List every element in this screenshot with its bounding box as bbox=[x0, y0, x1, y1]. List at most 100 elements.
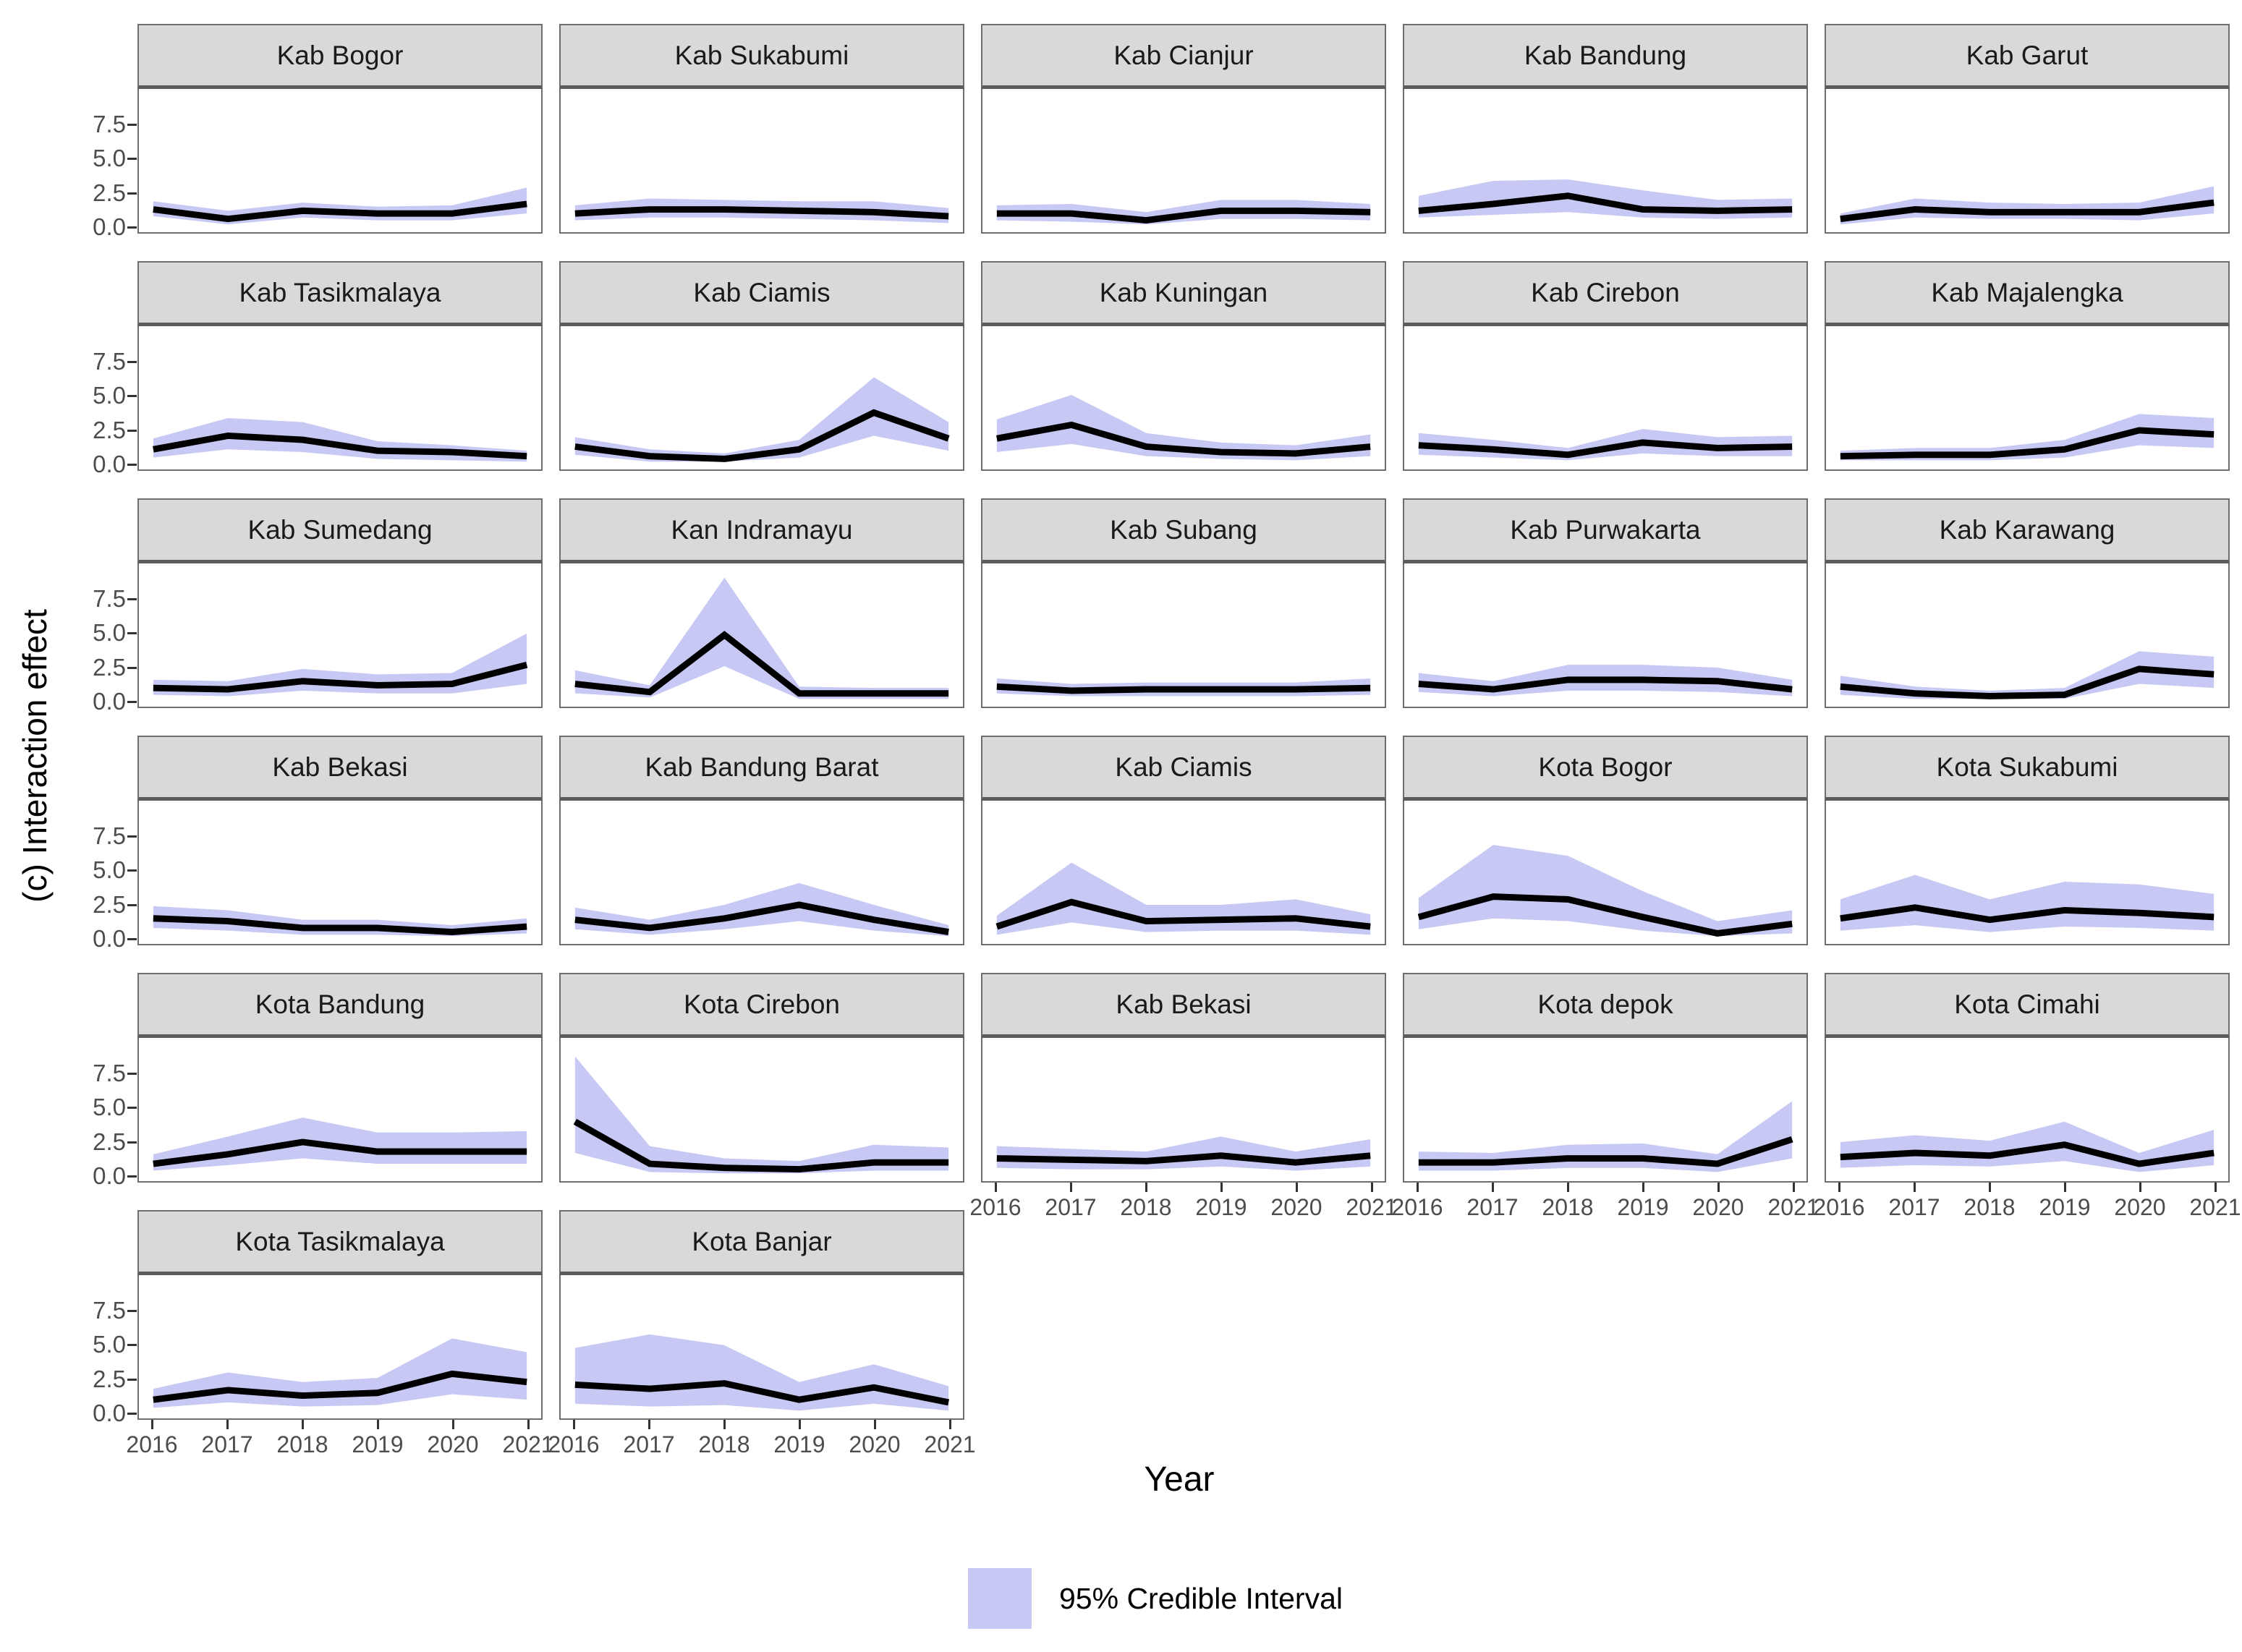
facet-plot bbox=[1403, 89, 1808, 234]
x-tick-mark bbox=[723, 1420, 726, 1429]
facet-title: Kab Cianjur bbox=[1113, 40, 1254, 70]
facet-strip: Kan Indramayu bbox=[559, 498, 964, 563]
y-tick-mark bbox=[127, 360, 137, 363]
median-line bbox=[996, 421, 1371, 457]
y-tick-mark bbox=[127, 123, 137, 126]
median-line bbox=[153, 1370, 527, 1403]
facet-title: Kab Tasikmalaya bbox=[239, 277, 441, 307]
facet-title: Kota Cimahi bbox=[1954, 989, 2100, 1019]
x-tick-mark bbox=[1296, 1183, 1298, 1192]
facet-strip: Kab Ciamis bbox=[559, 261, 964, 326]
facet-plot bbox=[1403, 326, 1808, 471]
facet: Kab Garut bbox=[1825, 24, 2230, 234]
y-tick-mark bbox=[127, 1175, 137, 1178]
x-tick-mark bbox=[151, 1420, 153, 1429]
ci-ribbon bbox=[1840, 414, 2215, 461]
facet-strip: Kab Bekasi bbox=[981, 973, 1386, 1038]
facet-plot bbox=[559, 801, 964, 945]
x-tick-mark bbox=[1793, 1183, 1795, 1192]
median-line bbox=[1417, 893, 1793, 937]
y-tick-label: 0.0 bbox=[93, 451, 126, 477]
y-tick-mark bbox=[127, 1413, 137, 1415]
facet-strip: Kab Bandung bbox=[1403, 24, 1808, 89]
x-tick-label: 2019 bbox=[1195, 1194, 1247, 1220]
ci-ribbon bbox=[574, 377, 949, 462]
facet-title: Kab Subang bbox=[1110, 514, 1257, 545]
median-line bbox=[996, 683, 1371, 694]
facet: Kota Cirebon bbox=[559, 973, 964, 1183]
x-tick-label: 2020 bbox=[849, 1431, 901, 1457]
y-tick-label: 5.0 bbox=[93, 145, 126, 171]
y-tick-label: 2.5 bbox=[93, 179, 126, 206]
facet-title: Kab Kuningan bbox=[1099, 277, 1268, 307]
y-tick-label: 2.5 bbox=[93, 1365, 126, 1392]
facet-title: Kota Bogor bbox=[1538, 752, 1673, 782]
x-tick-label: 2018 bbox=[698, 1431, 750, 1457]
legend-ci-swatch bbox=[968, 1568, 1032, 1629]
y-tick-label: 0.0 bbox=[93, 1400, 126, 1426]
median-line bbox=[1840, 904, 2215, 924]
x-tick-label: 2017 bbox=[1888, 1194, 1940, 1220]
x-tick-mark bbox=[1642, 1183, 1644, 1192]
y-tick-label: 7.5 bbox=[93, 1059, 126, 1086]
facet-plot bbox=[137, 89, 543, 234]
facet: Kota depok 2016 2017 2018 2019 2020 2021 bbox=[1391, 973, 1819, 1220]
y-tick-mark bbox=[127, 1072, 137, 1075]
median-line bbox=[574, 1380, 950, 1406]
x-tick-label: 2018 bbox=[1963, 1194, 2016, 1220]
median-line bbox=[153, 915, 527, 936]
x-tick-label: 2020 bbox=[2114, 1194, 2166, 1220]
x-tick-mark bbox=[995, 1183, 997, 1192]
facet-strip: Kab Bogor bbox=[137, 24, 543, 89]
x-tick-mark bbox=[874, 1420, 876, 1429]
x-tick-mark bbox=[2064, 1183, 2066, 1192]
median-line bbox=[1840, 199, 2215, 223]
facet: Kab Bekasi 2016 2017 2018 2019 2020 2021 bbox=[969, 973, 1398, 1220]
x-tick-mark bbox=[1145, 1183, 1147, 1192]
median-line bbox=[574, 631, 949, 697]
facet-title: Kota Cirebon bbox=[684, 989, 840, 1019]
x-tick-mark bbox=[1070, 1183, 1072, 1192]
x-tick-label: 2021 bbox=[924, 1431, 976, 1457]
x-tick-mark bbox=[1371, 1183, 1373, 1192]
ci-ribbon bbox=[996, 395, 1371, 461]
legend-ci-label: 95% Credible Interval bbox=[1059, 1581, 1343, 1615]
y-tick-label: 5.0 bbox=[93, 1094, 126, 1120]
median-line bbox=[574, 206, 949, 220]
facet-plot bbox=[981, 801, 1386, 945]
facet: Kab Tasikmalaya 7.5 5.0 2.5 0.0 bbox=[93, 261, 543, 477]
ci-ribbon bbox=[1840, 1121, 2215, 1172]
y-tick-mark bbox=[127, 429, 137, 432]
median-line bbox=[573, 1118, 949, 1173]
facet-plot bbox=[137, 1275, 543, 1420]
facet: Kab Sumedang 7.5 5.0 2.5 0.0 bbox=[93, 498, 543, 715]
facet-strip: Kab Cirebon bbox=[1403, 261, 1808, 326]
y-tick-mark bbox=[127, 869, 137, 872]
facet: Kota Sukabumi bbox=[1825, 736, 2230, 945]
facet-title: Kab Ciamis bbox=[1115, 752, 1252, 782]
median-line bbox=[1418, 1136, 1793, 1167]
x-tick-mark bbox=[302, 1420, 304, 1429]
facet-title: Kab Garut bbox=[1966, 40, 2089, 70]
x-tick-label: 2017 bbox=[1045, 1194, 1097, 1220]
facet-plot bbox=[137, 1038, 543, 1183]
facet-plot bbox=[981, 563, 1386, 708]
facet-strip: Kab Bandung Barat bbox=[559, 736, 964, 801]
y-tick-mark bbox=[127, 632, 137, 634]
facet-strip: Kab Tasikmalaya bbox=[137, 261, 543, 326]
facet-plot bbox=[1403, 801, 1808, 945]
x-tick-mark bbox=[1914, 1183, 1916, 1192]
x-tick-mark bbox=[1220, 1183, 1223, 1192]
facet-plot bbox=[981, 89, 1386, 234]
y-tick-mark bbox=[127, 1309, 137, 1312]
ci-ribbon bbox=[1840, 874, 2215, 932]
facet-strip: Kab Cianjur bbox=[981, 24, 1386, 89]
facet-plot bbox=[981, 1038, 1386, 1183]
facet-plot bbox=[559, 1275, 964, 1420]
facet: Kab Kuningan bbox=[981, 261, 1386, 471]
facet-strip: Kota depok bbox=[1403, 973, 1808, 1038]
y-tick-mark bbox=[127, 701, 137, 703]
facet-plot bbox=[559, 326, 964, 471]
facet: Kab Cirebon bbox=[1403, 261, 1808, 471]
ci-ribbon bbox=[1840, 186, 2215, 225]
